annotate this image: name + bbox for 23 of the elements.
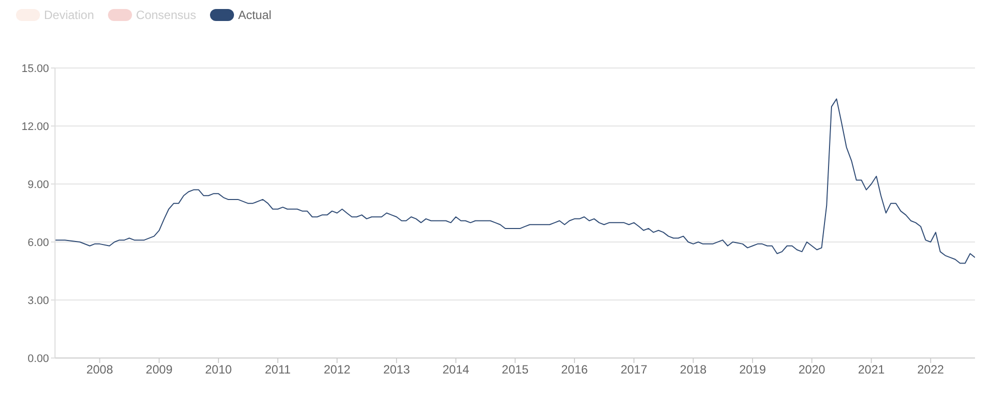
x-tick-label: 2010 — [205, 362, 232, 377]
x-tick-label: 2020 — [798, 362, 826, 377]
y-tick-label: 0.00 — [28, 352, 49, 365]
x-tick-label: 2015 — [502, 362, 529, 377]
x-tick-label: 2009 — [146, 362, 173, 377]
legend-label: Actual — [238, 8, 272, 22]
x-tick-label: 2014 — [442, 362, 470, 377]
y-tick-label: 6.00 — [28, 236, 49, 249]
x-tick-label: 2008 — [86, 362, 114, 377]
x-tick-label: 2016 — [561, 362, 588, 377]
y-tick-label: 9.00 — [28, 178, 49, 191]
x-tick-label: 2019 — [739, 362, 766, 377]
y-tick-label: 15.00 — [21, 62, 49, 75]
x-tick-label: 2018 — [680, 362, 707, 377]
x-tick-label: 2012 — [324, 362, 351, 377]
x-tick-label: 2017 — [620, 362, 648, 377]
y-tick-label: 3.00 — [28, 294, 49, 307]
x-tick-label: 2011 — [264, 362, 291, 377]
x-tick-label: 2022 — [917, 362, 944, 377]
line-series — [55, 98, 975, 264]
x-tick-label: 2021 — [858, 362, 886, 377]
x-tick-label: 2013 — [383, 362, 410, 377]
y-tick-label: 12.00 — [21, 120, 49, 133]
